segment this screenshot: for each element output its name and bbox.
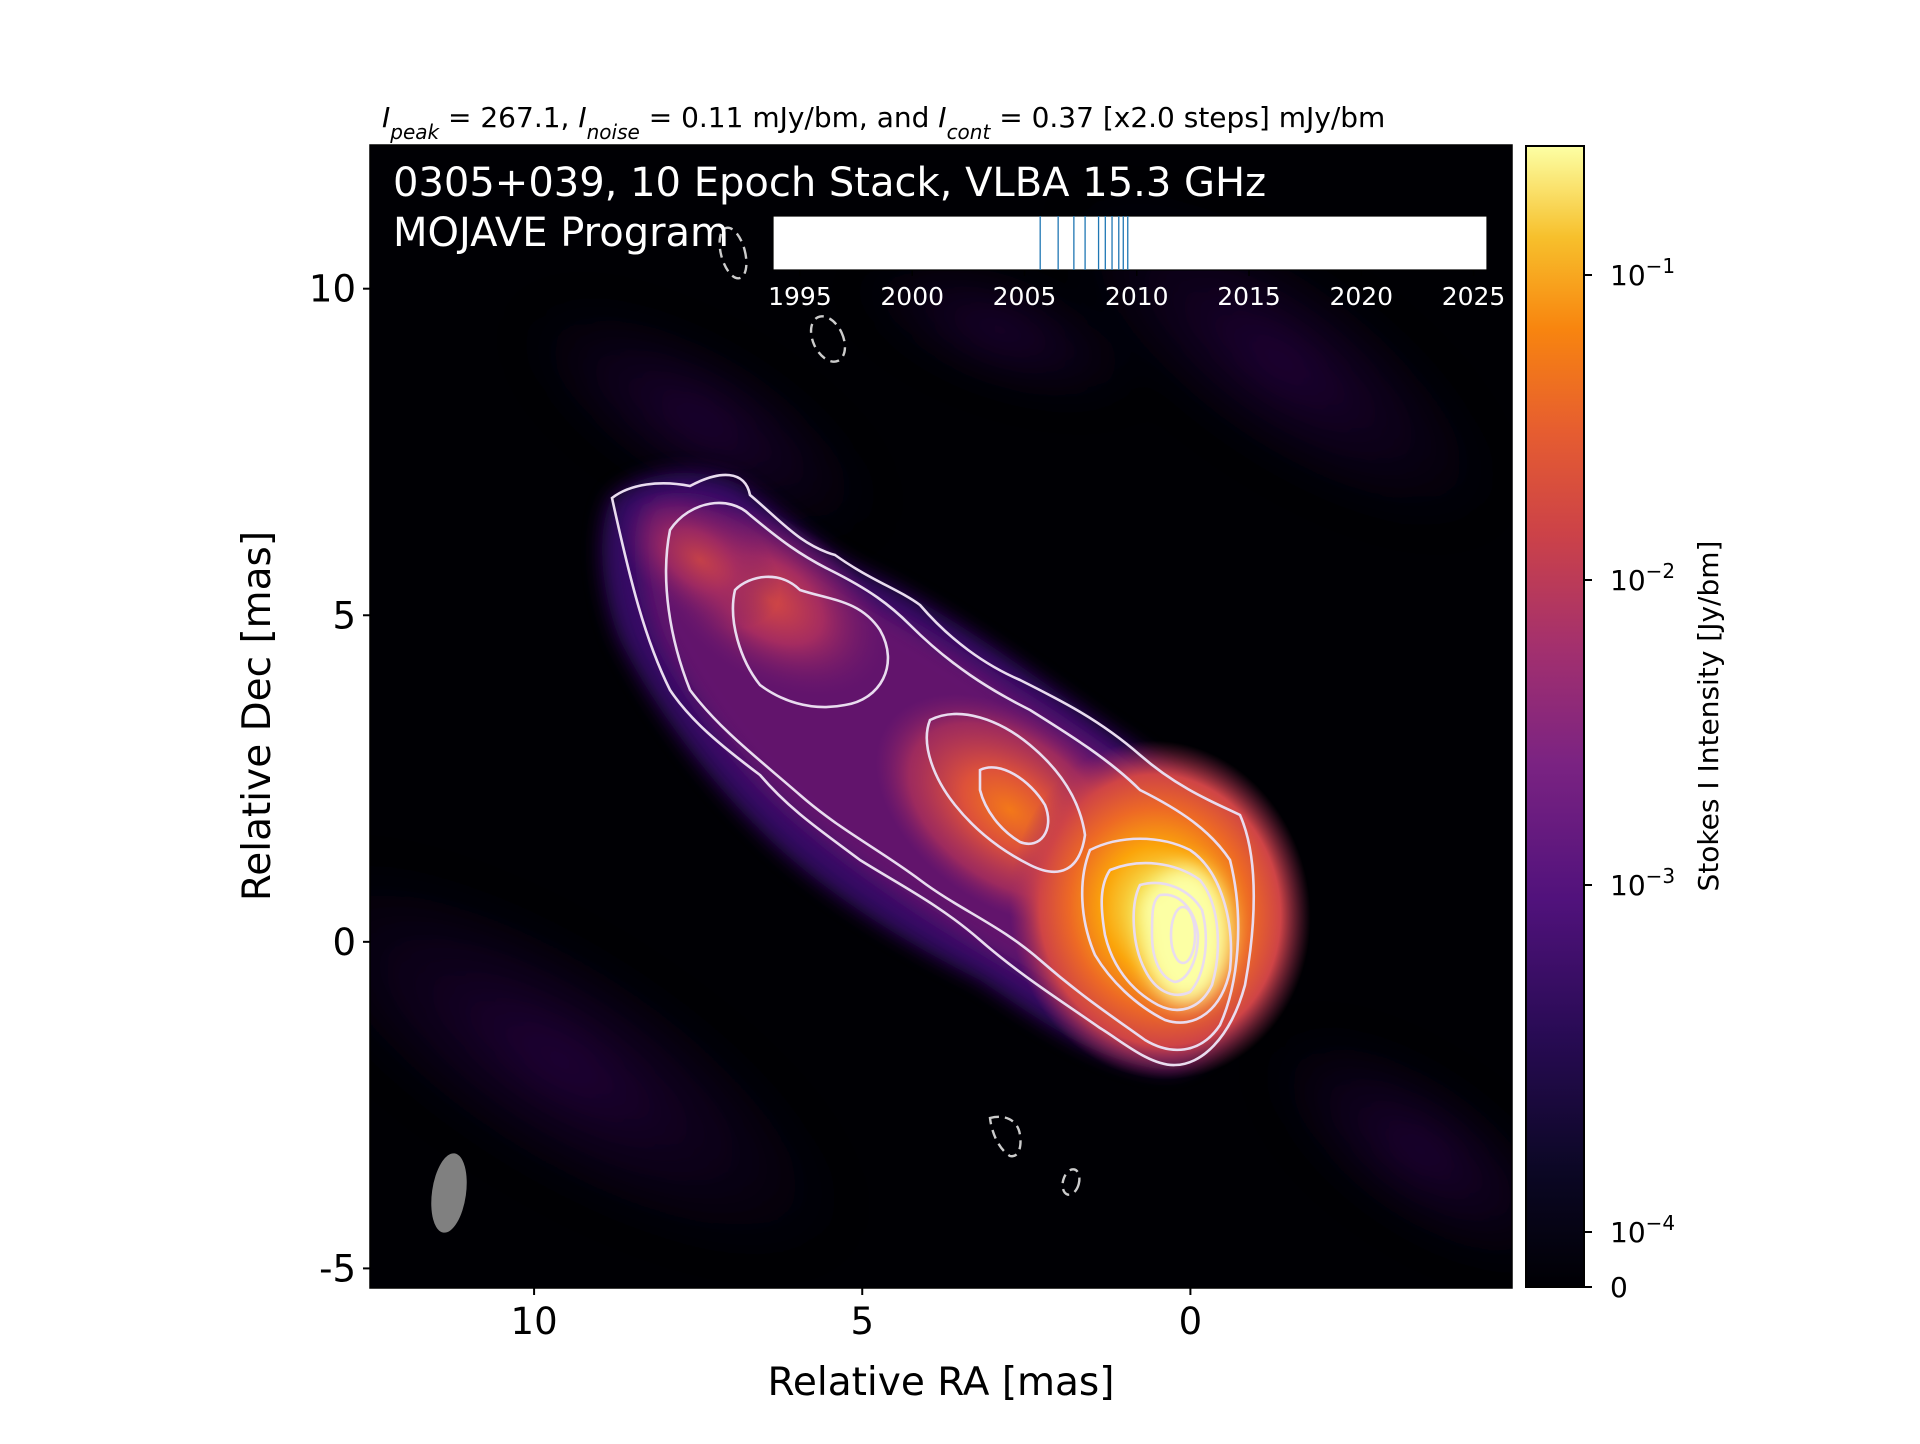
y-tick-label: 5: [332, 594, 356, 637]
i-cont-symbol: I: [938, 101, 946, 134]
timeline-tick-label: 2005: [993, 282, 1057, 311]
x-tick-label: 0: [1179, 1300, 1203, 1343]
timeline-tick-label: 2000: [880, 282, 944, 311]
colorbar: 10−1 10−2 10−3 10−4 0 Stokes I Intensity [Jy…: [1525, 145, 1725, 1304]
i-peak-subscript: peak: [389, 120, 440, 144]
contour-7: [1100, 861, 1220, 1012]
epoch-timeline: 1995 2000 2005 2010 2015 2020 2025: [768, 215, 1505, 311]
i-noise-symbol: I: [578, 101, 586, 134]
contour-2: [664, 501, 1240, 1052]
colorbar-gradient: [1525, 145, 1585, 1288]
neg-contour-4: [1061, 1168, 1081, 1196]
colorbar-label: Stokes I Intensity [Jy/bm]: [1692, 541, 1725, 892]
beam-ellipse: [431, 1153, 467, 1233]
colorbar-tick-label: 10−4: [1610, 1211, 1675, 1249]
colorbar-ticks: 10−1 10−2 10−3 10−4 0: [1584, 254, 1675, 1304]
negative-contours: [718, 226, 1081, 1196]
i-cont-subscript: cont: [947, 120, 992, 144]
contour-5: [978, 766, 1050, 845]
timeline-tick-label: 2025: [1442, 282, 1506, 311]
timeline-tick-label: 2020: [1329, 282, 1393, 311]
x-tick-label: 10: [511, 1300, 558, 1343]
jet-emission: [602, 472, 1311, 1080]
colorbar-tick-label: 10−2: [1610, 559, 1675, 597]
contours: [610, 473, 1256, 1067]
epoch-lines: [1039, 216, 1129, 270]
timeline-ticks: 1995 2000 2005 2010 2015 2020 2025: [768, 270, 1505, 311]
i-noise-subscript: noise: [587, 120, 640, 144]
timeline-tick-label: 2010: [1105, 282, 1169, 311]
contour-6: [1080, 837, 1233, 1024]
timeline-frame: [772, 215, 1488, 271]
x-axis-label: Relative RA [mas]: [768, 1360, 1115, 1405]
colorbar-tick-label: 0: [1610, 1271, 1628, 1304]
i-peak-value: = 267.1,: [439, 101, 578, 134]
neg-contour-1: [718, 226, 748, 280]
i-peak-symbol: I: [382, 101, 390, 134]
intensity-map: [370, 145, 1512, 1288]
colorbar-tick-label: 10−3: [1610, 864, 1675, 902]
contour-1: [610, 473, 1256, 1067]
x-axis-ticks: 10 5 0: [511, 1288, 1203, 1343]
knot-3-blob: [619, 491, 781, 629]
y-axis-label: Relative Dec [mas]: [235, 531, 280, 901]
neg-contour-2: [809, 315, 847, 363]
timeline-tick-label: 2015: [1217, 282, 1281, 311]
y-axis-ticks: 10 5 0 -5: [309, 268, 370, 1290]
colorbar-tick-label: 10−1: [1610, 254, 1675, 292]
y-tick-label: 0: [332, 921, 356, 964]
header-intensity-info: Ipeak = 267.1, Inoise = 0.11 mJy/bm, and…: [382, 101, 1385, 144]
x-tick-label: 5: [850, 1300, 874, 1343]
i-cont-value: = 0.37 [x2.0 steps] mJy/bm: [990, 101, 1385, 134]
contour-8: [1132, 881, 1208, 997]
contour-3: [731, 575, 890, 709]
map-frame: [369, 144, 1513, 1289]
contour-4: [925, 712, 1087, 874]
contour-10: [1169, 905, 1197, 965]
y-tick-label: -5: [319, 1247, 356, 1290]
timeline-tick-label: 1995: [768, 282, 832, 311]
overlay-title-line2: MOJAVE Program: [393, 210, 729, 256]
background-haze: [370, 193, 1512, 1269]
overlay-title-line1: 0305+039, 10 Epoch Stack, VLBA 15.3 GHz: [393, 160, 1266, 206]
core-peak: [1141, 865, 1231, 1005]
neg-contour-3: [988, 1115, 1022, 1158]
y-tick-label: 10: [309, 268, 356, 311]
i-noise-value: = 0.11 mJy/bm, and: [640, 101, 938, 134]
